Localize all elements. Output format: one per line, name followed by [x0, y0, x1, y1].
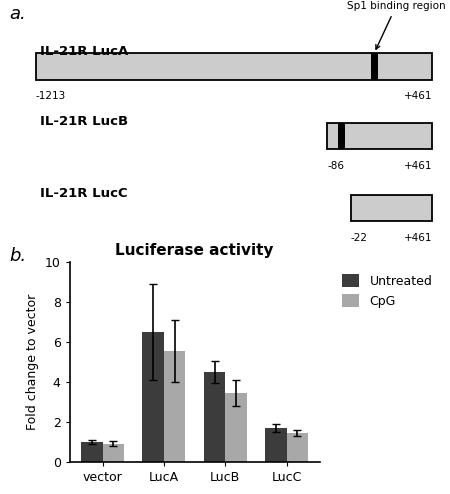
- Bar: [81, 442, 103, 462]
- Bar: [103, 444, 124, 462]
- Text: b.: b.: [9, 247, 26, 265]
- Text: a.: a.: [9, 5, 26, 23]
- Bar: [327, 123, 432, 150]
- Text: IL-21R LucB: IL-21R LucB: [40, 115, 128, 127]
- Text: -1213: -1213: [36, 91, 66, 101]
- Bar: [265, 428, 287, 462]
- Title: Luciferase activity: Luciferase activity: [115, 243, 274, 258]
- Text: -86: -86: [327, 161, 344, 171]
- Text: +461: +461: [404, 91, 432, 101]
- Y-axis label: Fold change to vector: Fold change to vector: [26, 294, 39, 430]
- Bar: [164, 351, 185, 462]
- Text: +461: +461: [404, 161, 432, 171]
- Bar: [338, 123, 345, 150]
- Bar: [351, 195, 432, 221]
- Text: Sp1 binding region: Sp1 binding region: [346, 1, 446, 49]
- Bar: [225, 393, 247, 462]
- Bar: [287, 433, 308, 462]
- Text: -22: -22: [351, 233, 368, 243]
- Bar: [204, 372, 225, 462]
- Bar: [36, 53, 432, 80]
- Text: IL-21R LucC: IL-21R LucC: [40, 187, 128, 200]
- Text: IL-21R LucA: IL-21R LucA: [40, 45, 128, 58]
- Legend: Untreated, CpG: Untreated, CpG: [336, 268, 439, 314]
- Bar: [143, 332, 164, 462]
- Bar: [371, 53, 378, 80]
- Text: +461: +461: [404, 233, 432, 243]
